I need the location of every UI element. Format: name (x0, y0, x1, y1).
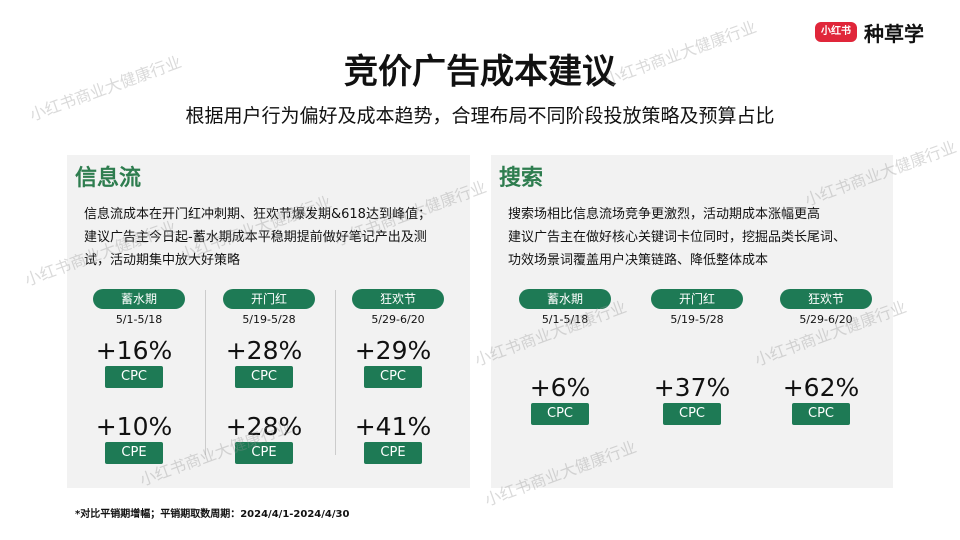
metric-value: +10% (95, 412, 173, 441)
metric-label: CPE (105, 442, 163, 464)
phase-pill: 狂欢节 (352, 289, 444, 309)
metric-value: +28% (225, 336, 303, 365)
metric-label: CPC (531, 403, 589, 425)
description-line: 搜索场相比信息流场竞争更激烈，活动期成本涨幅更高 (508, 207, 821, 222)
panel (491, 155, 893, 488)
phase-dates: 5/1-5/18 (541, 313, 589, 326)
metric-label: CPE (364, 442, 422, 464)
phase-pill: 开门红 (651, 289, 743, 309)
logo-badge: 小红书 (815, 22, 857, 42)
phase-pill: 蓄水期 (93, 289, 185, 309)
metric-value: +6% (529, 373, 591, 402)
metric-value: +29% (354, 336, 432, 365)
description-line: 建议广告主在做好核心关键词卡位同时，挖掘品类长尾词、 (508, 230, 847, 245)
metric-label: CPC (663, 403, 721, 425)
panel-title: 搜索 (499, 166, 544, 191)
phase-pill: 开门红 (223, 289, 315, 309)
metric-value: +62% (782, 373, 860, 402)
divider (205, 290, 206, 455)
metric-label: CPC (364, 366, 422, 388)
logo-text: 种草学 (864, 22, 924, 46)
phase-pill: 蓄水期 (519, 289, 611, 309)
metric-label: CPE (235, 442, 293, 464)
metric-value: +16% (95, 336, 173, 365)
title: 竞价广告成本建议 (344, 52, 616, 92)
description-line: 功效场景词覆盖用户决策链路、降低整体成本 (508, 253, 769, 268)
panel-title: 信息流 (75, 166, 142, 191)
divider (335, 290, 336, 455)
phase-dates: 5/29-6/20 (799, 313, 853, 326)
metric-value: +28% (225, 412, 303, 441)
description-line: 信息流成本在开门红冲刺期、狂欢节爆发期&618达到峰值； (84, 207, 431, 222)
description-line: 试，活动期集中放大好策略 (84, 253, 241, 268)
metric-value: +41% (354, 412, 432, 441)
phase-dates: 5/19-5/28 (242, 313, 296, 326)
phase-pill: 狂欢节 (780, 289, 872, 309)
metric-label: CPC (235, 366, 293, 388)
metric-value: +37% (653, 373, 731, 402)
metric-label: CPC (792, 403, 850, 425)
phase-dates: 5/19-5/28 (670, 313, 724, 326)
description-line: 建议广告主今日起-蓄水期成本平稳期提前做好笔记产出及测 (84, 230, 427, 245)
phase-dates: 5/29-6/20 (371, 313, 425, 326)
metric-label: CPC (105, 366, 163, 388)
panel (67, 155, 470, 488)
subtitle: 根据用户行为偏好及成本趋势，合理布局不同阶段投放策略及预算占比 (185, 105, 775, 127)
footnote: *对比平销期增幅；平销期取数周期：2024/4/1-2024/4/30 (75, 509, 350, 520)
phase-dates: 5/1-5/18 (115, 313, 163, 326)
